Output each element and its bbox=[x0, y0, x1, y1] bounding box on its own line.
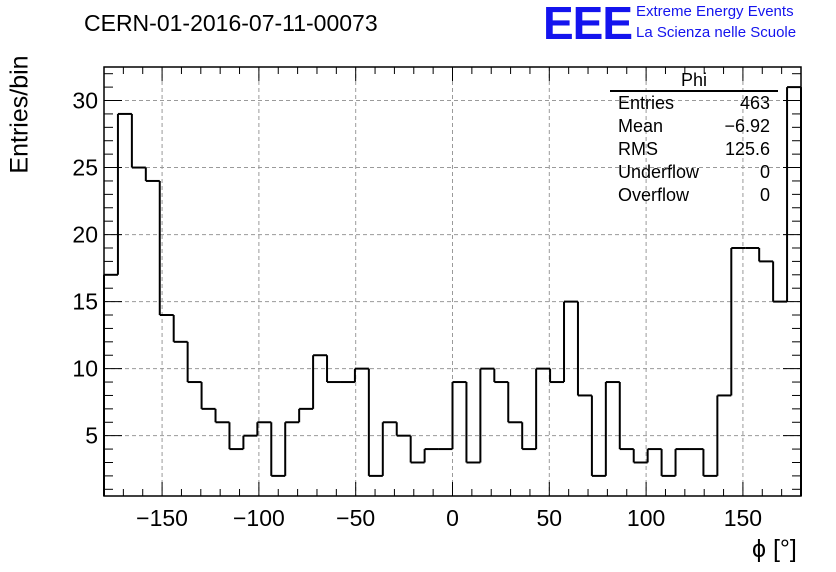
x-tick-label: 100 bbox=[627, 505, 665, 531]
stat-label: Underflow bbox=[618, 162, 700, 182]
y-tick-label: 30 bbox=[72, 88, 98, 114]
tick-labels: −150 −100 −50 0 50 100 150 5 10 15 20 25 30 bbox=[72, 88, 762, 531]
y-tick-label: 10 bbox=[72, 356, 98, 382]
x-tick-label: −100 bbox=[233, 505, 285, 531]
x-tick-label: 50 bbox=[537, 505, 563, 531]
eee-logo: EEE bbox=[543, 0, 633, 49]
x-tick-label: −50 bbox=[336, 505, 375, 531]
stat-label: RMS bbox=[618, 139, 658, 159]
y-tick-label: 25 bbox=[72, 155, 98, 181]
stat-row-rms: RMS 125.6 bbox=[610, 138, 778, 161]
stat-row-mean: Mean −6.92 bbox=[610, 115, 778, 138]
stat-value: 125.6 bbox=[724, 139, 770, 159]
y-tick-label: 20 bbox=[72, 222, 98, 248]
x-tick-label: 0 bbox=[446, 505, 459, 531]
y-tick-label: 15 bbox=[72, 289, 98, 315]
stats-title: Phi bbox=[610, 70, 778, 92]
x-tick-label: 150 bbox=[724, 505, 762, 531]
logo-caption-line2: La Scienza nelle Scuole bbox=[636, 24, 797, 41]
stat-label: Entries bbox=[618, 93, 675, 113]
chart-title: CERN-01-2016-07-11-00073 bbox=[84, 10, 378, 36]
stat-value: −6.92 bbox=[724, 116, 770, 136]
stat-row-entries: Entries 463 bbox=[610, 92, 778, 115]
stat-row-overflow: Overflow 0 bbox=[610, 184, 778, 207]
x-tick-label: −150 bbox=[136, 505, 188, 531]
stat-value: 463 bbox=[739, 93, 770, 113]
stat-value: 0 bbox=[759, 185, 770, 205]
stat-row-underflow: Underflow 0 bbox=[610, 161, 778, 184]
axes bbox=[103, 66, 802, 497]
y-tick-label: 5 bbox=[85, 423, 98, 449]
y-axis-label: Entries/bin bbox=[5, 55, 34, 174]
stat-value: 0 bbox=[759, 162, 770, 182]
x-axis-label: ϕ [°] bbox=[752, 535, 797, 563]
stats-box: Phi Entries 463 Mean −6.92 RMS 125.6 Und… bbox=[610, 70, 778, 207]
stat-label: Mean bbox=[618, 116, 664, 136]
logo-caption-line1: Extreme Energy Events bbox=[636, 3, 794, 20]
stat-label: Overflow bbox=[618, 185, 690, 205]
